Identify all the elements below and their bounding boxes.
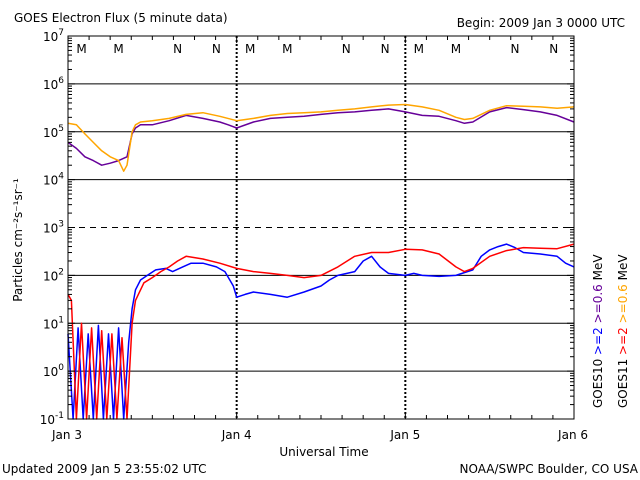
y-tick-label: 105 bbox=[43, 124, 64, 140]
y-tick-label: 106 bbox=[43, 76, 64, 92]
local-time-marker: N bbox=[549, 42, 558, 56]
y-tick-label: 103 bbox=[43, 220, 64, 236]
local-time-marker: M bbox=[113, 42, 123, 56]
y-tick-label: 10-1 bbox=[40, 411, 64, 427]
x-axis-label: Universal Time bbox=[279, 445, 368, 459]
local-time-marker: M bbox=[76, 42, 86, 56]
updated-timestamp: Updated 2009 Jan 5 23:55:02 UTC bbox=[2, 462, 207, 476]
series-line bbox=[67, 106, 575, 166]
credit-label: NOAA/SWPC Boulder, CO USA bbox=[460, 462, 639, 476]
local-time-marker: N bbox=[212, 42, 221, 56]
local-time-marker: M bbox=[282, 42, 292, 56]
local-time-marker: M bbox=[451, 42, 461, 56]
legend-goes10: GOES10 >=2 >=0.6 MeV bbox=[591, 254, 605, 408]
y-tick-label: 107 bbox=[43, 28, 64, 44]
chart-title: GOES Electron Flux (5 minute data) bbox=[14, 11, 228, 25]
local-time-marker: M bbox=[245, 42, 255, 56]
y-tick-label: 101 bbox=[43, 315, 64, 331]
local-time-marker: M bbox=[414, 42, 424, 56]
series-line bbox=[67, 103, 575, 172]
local-time-marker: N bbox=[173, 42, 182, 56]
x-tick-label: Jan 5 bbox=[389, 428, 420, 442]
y-tick-label: 100 bbox=[43, 363, 64, 379]
local-time-marker: N bbox=[342, 42, 351, 56]
x-tick-label: Jan 3 bbox=[51, 428, 82, 442]
y-tick-label: 104 bbox=[43, 172, 64, 188]
series-layer bbox=[67, 103, 575, 420]
plot-grid bbox=[68, 36, 574, 419]
begin-time-label: Begin: 2009 Jan 3 0000 UTC bbox=[457, 16, 625, 30]
legend-goes11: GOES11 >=2 >=0.6 MeV bbox=[616, 254, 630, 408]
x-tick-label: Jan 6 bbox=[557, 428, 588, 442]
y-tick-label: 102 bbox=[43, 267, 64, 283]
local-time-marker: N bbox=[510, 42, 519, 56]
series-line bbox=[67, 243, 575, 420]
x-axis-ticks: Jan 3 Jan 4 Jan 5 Jan 6 bbox=[51, 36, 588, 442]
series-line bbox=[67, 243, 575, 420]
x-tick-label: Jan 4 bbox=[221, 428, 252, 442]
legend: GOES10 >=2 >=0.6 MeV GOES11 >=2 >=0.6 Me… bbox=[591, 254, 630, 408]
local-time-marker: N bbox=[381, 42, 390, 56]
y-axis-ticks: 10-1 100 101 102 103 104 105 106 107 bbox=[40, 28, 574, 427]
y-axis-label: Particles cm⁻²s⁻¹sr⁻¹ bbox=[11, 178, 25, 302]
